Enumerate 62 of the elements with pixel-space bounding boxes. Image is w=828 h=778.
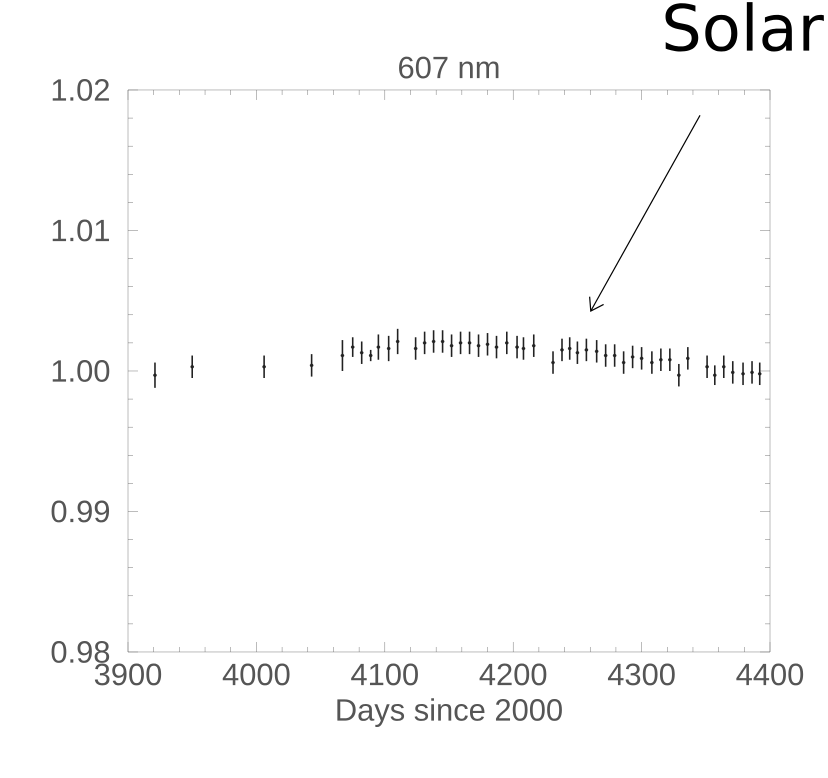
point — [522, 346, 526, 350]
point — [630, 355, 634, 359]
point — [368, 354, 372, 358]
point — [722, 364, 726, 369]
point — [450, 344, 454, 348]
y-tick-label: 1.00 — [52, 360, 110, 382]
x-tick-label: 4400 — [736, 664, 804, 686]
x-tick-label: 4200 — [480, 664, 546, 686]
point — [262, 364, 266, 369]
point — [414, 346, 418, 350]
point — [376, 345, 380, 349]
chart-title: 607 nm — [399, 56, 498, 78]
point — [310, 364, 314, 368]
point — [350, 345, 355, 349]
y-tick-label: 1.01 — [52, 220, 109, 242]
point — [494, 345, 498, 349]
point — [440, 340, 444, 344]
point — [396, 340, 400, 344]
point — [730, 370, 735, 374]
point — [360, 350, 364, 355]
point — [551, 360, 555, 364]
point — [504, 341, 509, 345]
x-tick-label: 3900 — [94, 664, 162, 686]
point — [668, 358, 672, 362]
point — [622, 360, 626, 364]
point — [422, 341, 426, 345]
point — [758, 372, 762, 376]
point — [576, 350, 580, 355]
point — [340, 354, 344, 358]
point — [458, 341, 462, 345]
point — [677, 373, 681, 377]
point — [532, 344, 536, 348]
point — [190, 364, 194, 369]
point — [432, 340, 436, 344]
y-tick-label: 1.02 — [52, 79, 109, 101]
text: Solar — [666, 2, 824, 52]
point — [640, 356, 644, 360]
x-tick-label: 4100 — [351, 664, 418, 686]
y-tick-label: 0.99 — [52, 500, 110, 522]
x-axis-title: Days since 2000 — [337, 698, 562, 727]
point — [584, 348, 588, 352]
point — [741, 372, 745, 376]
point — [568, 346, 572, 350]
point — [486, 342, 490, 346]
point — [594, 350, 598, 354]
point — [604, 354, 608, 358]
point — [612, 354, 616, 358]
point — [386, 346, 390, 350]
x-tick-label: 4000 — [222, 664, 290, 686]
point — [750, 370, 754, 374]
y-tick-label: 0.98 — [52, 641, 110, 663]
point — [560, 348, 564, 352]
point — [686, 356, 690, 360]
point — [468, 341, 472, 345]
point — [515, 345, 519, 349]
point — [659, 358, 663, 362]
point — [712, 373, 717, 377]
point — [650, 360, 654, 364]
point — [476, 344, 480, 348]
x-tick-label: 4300 — [608, 664, 675, 686]
point — [153, 373, 157, 377]
point — [705, 364, 709, 369]
